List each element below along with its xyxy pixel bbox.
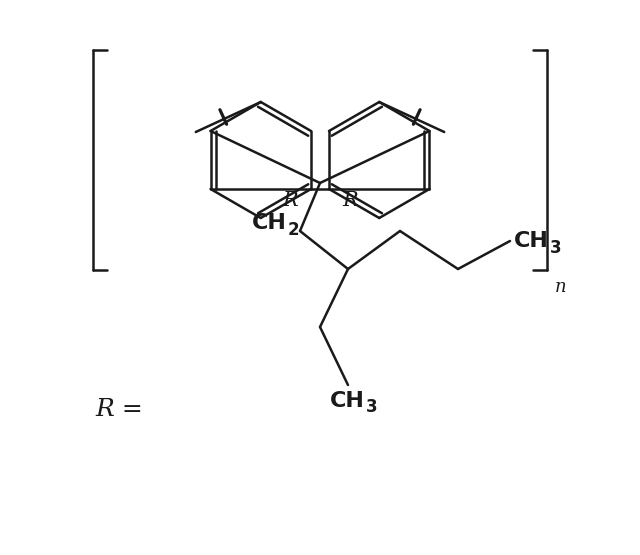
Text: R: R	[342, 191, 358, 210]
Text: CH: CH	[514, 231, 549, 251]
Text: R =: R =	[95, 398, 143, 421]
Text: R: R	[282, 191, 298, 210]
Text: 2: 2	[288, 221, 300, 239]
Text: 3: 3	[550, 239, 562, 257]
Text: CH: CH	[330, 391, 365, 411]
Text: CH: CH	[252, 213, 287, 233]
Text: n: n	[555, 278, 566, 296]
Text: 3: 3	[366, 398, 378, 416]
